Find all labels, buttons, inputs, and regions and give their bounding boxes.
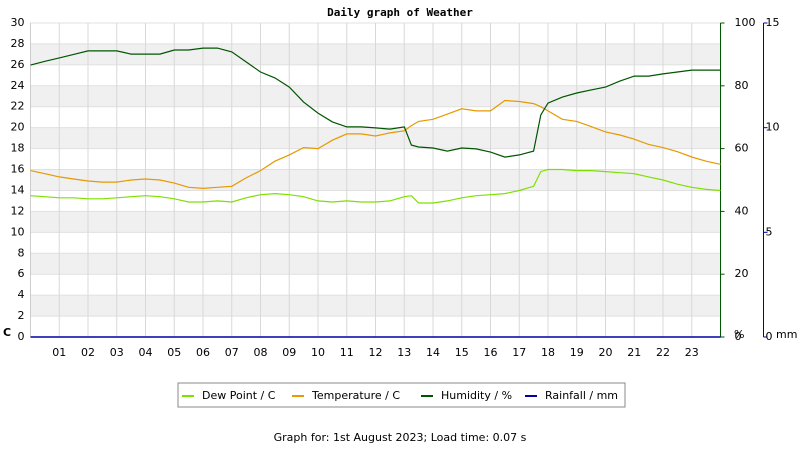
x-tick-label: 07 [225,346,239,359]
y3-tick-label: 15 [766,16,780,29]
x-tick-label: 05 [167,346,181,359]
y3-tick-label: 10 [766,121,780,134]
y-tick-label: 0 [18,330,25,343]
x-tick-label: 21 [627,346,641,359]
y2-tick-label: 0 [735,330,742,343]
footer: Graph for: 1st August 2023; Load time: 0… [274,431,527,444]
x-tick-label: 14 [426,346,440,359]
y-tick-label: 16 [11,163,25,176]
legend-label: Rainfall / mm [545,389,618,402]
y3-tick-label: 0 [766,330,773,343]
y-tick-label: 4 [18,288,25,301]
x-tick-label: 17 [512,346,526,359]
x-tick-label: 01 [52,346,66,359]
y-tick-label: 24 [11,79,25,92]
series-line [30,47,721,158]
legend-label: Temperature / C [311,389,400,402]
x-tick-label: 10 [311,346,325,359]
x-tick-label: 03 [110,346,124,359]
x-tick-label: 16 [484,346,498,359]
y-tick-label: 14 [11,183,25,196]
x-tick-label: 08 [254,346,268,359]
y-tick-label: 2 [18,309,25,322]
y-tick-label: 28 [11,37,25,50]
x-tick-label: 15 [455,346,469,359]
plot-background [30,22,721,338]
y2-tick-label: 100 [735,16,756,29]
x-tick-label: 12 [369,346,383,359]
x-tick-label: 11 [340,346,354,359]
y-tick-label: 18 [11,142,25,155]
legend-label: Humidity / % [441,389,512,402]
x-tick-label: 23 [685,346,699,359]
y-tick-label: 10 [11,225,25,238]
y-tick-label: 8 [18,246,25,259]
x-tick-label: 13 [397,346,411,359]
y-tick-label: 30 [11,16,25,29]
y-axis-label: C [3,326,11,339]
y3-tick-label: 5 [766,225,773,238]
x-tick-label: 22 [656,346,670,359]
y2-axis-label: % [734,328,744,341]
x-tick-label: 04 [139,346,153,359]
x-tick-label: 09 [282,346,296,359]
y2-tick-label: 40 [735,204,749,217]
x-tick-label: 02 [81,346,95,359]
y-tick-label: 6 [18,267,25,280]
x-tick-label: 06 [196,346,210,359]
x-tick-label: 20 [599,346,613,359]
x-tick-label: 19 [570,346,584,359]
y-tick-label: 22 [11,100,25,113]
y2-tick-label: 60 [735,142,749,155]
y2-tick-label: 20 [735,267,749,280]
y-tick-label: 26 [11,58,25,71]
legend-box [177,382,626,408]
y2-tick-label: 80 [735,79,749,92]
x-tick-label: 18 [541,346,555,359]
series-line [30,99,721,190]
y-tick-label: 20 [11,121,25,134]
y3-axis-label: mm [776,328,797,341]
chart-title: Daily graph of Weather [327,6,473,19]
legend-label: Dew Point / C [202,389,276,402]
series-line [30,168,721,204]
y-tick-label: 12 [11,204,25,217]
